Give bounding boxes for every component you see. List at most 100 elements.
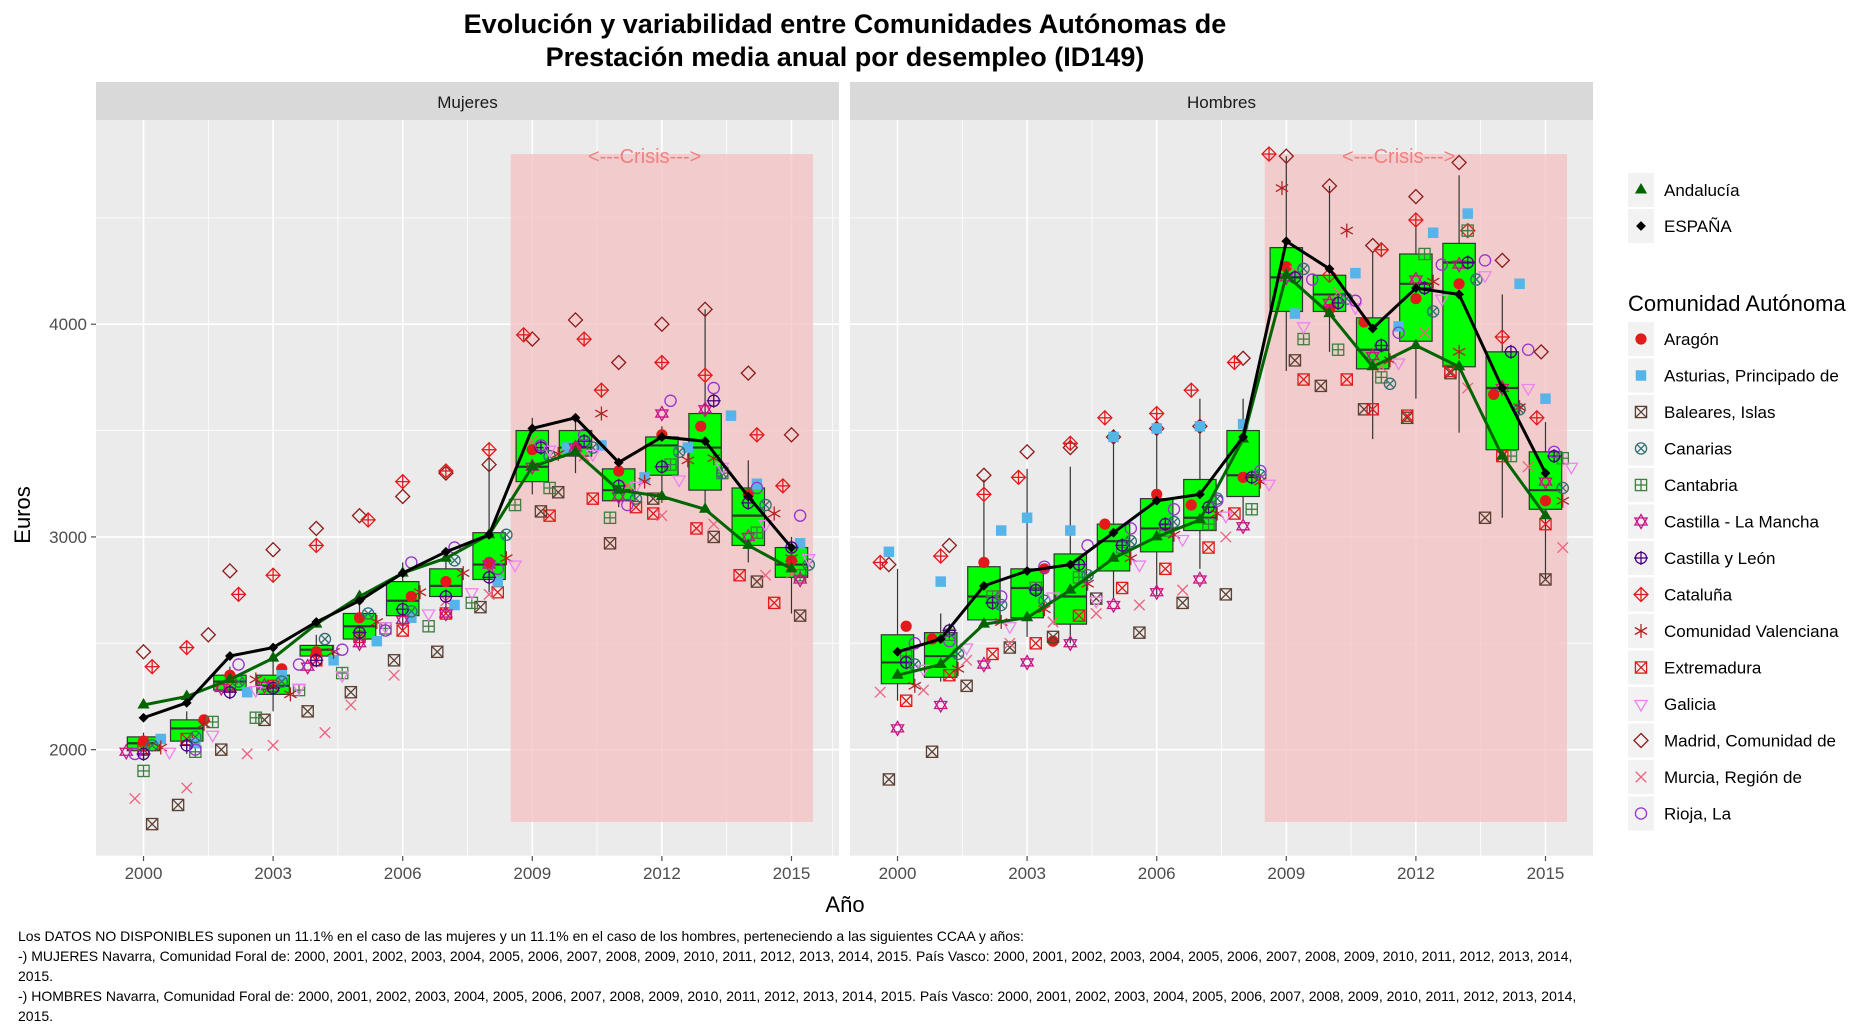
point-square-x — [960, 679, 973, 693]
point-x — [388, 669, 400, 681]
point-x — [917, 684, 930, 696]
point-square-x — [1003, 641, 1017, 654]
legend-key-diamond-plus — [1633, 586, 1649, 603]
point-x — [759, 569, 772, 581]
point-triangle-down — [1089, 596, 1104, 610]
point-circle — [1392, 326, 1405, 339]
point-square-x — [1159, 562, 1172, 576]
legend-label: Castilla y León — [1664, 549, 1776, 568]
point-square — [935, 576, 946, 587]
andalucia-point — [742, 538, 755, 549]
point-circle-x — [189, 730, 202, 744]
point-square — [190, 738, 201, 749]
point-square-x — [1176, 596, 1189, 610]
point-square-x — [543, 509, 556, 522]
point-circle — [695, 420, 707, 432]
point-diamond — [1533, 343, 1550, 360]
point-circle-plus — [1547, 449, 1562, 464]
point-diamond-plus — [1062, 435, 1079, 452]
point-square — [1350, 267, 1361, 279]
espana-point — [979, 580, 989, 591]
point-star-david — [352, 634, 367, 652]
espana-point — [700, 436, 710, 447]
point-square — [492, 576, 503, 587]
espana-point — [935, 634, 946, 644]
point-square — [1514, 278, 1525, 290]
legend-label: Castilla - La Mancha — [1664, 513, 1820, 532]
point-diamond — [975, 467, 992, 484]
footnote: Los DATOS NO DISPONIBLES suponen un 11.1… — [18, 926, 1578, 1026]
point-x — [181, 782, 193, 794]
point-diamond-plus — [872, 554, 889, 571]
legend-key-circle — [1635, 333, 1647, 345]
x-tick-label: 2015 — [1527, 864, 1565, 883]
point-diamond-plus — [1528, 409, 1545, 426]
point-asterisk — [1037, 602, 1051, 617]
point-triangle-down — [162, 747, 177, 761]
point-star-david — [1106, 596, 1121, 614]
point-square — [561, 442, 573, 453]
point-diamond-plus — [394, 473, 411, 490]
point-square-x — [1539, 573, 1552, 586]
point-circle — [900, 620, 912, 632]
espana-point — [1410, 283, 1421, 293]
espana-line — [897, 238, 1547, 654]
point-circle — [353, 612, 366, 624]
point-square — [995, 525, 1007, 536]
legend-label: Cantabria — [1664, 476, 1738, 495]
point-square — [1462, 208, 1473, 219]
point-circle — [440, 575, 452, 588]
legend-key-bg — [1628, 796, 1654, 831]
point-asterisk — [1275, 181, 1289, 196]
point-square-x — [707, 530, 720, 544]
point-circle-x — [318, 632, 332, 646]
point-diamond — [697, 301, 714, 318]
point-diamond-plus — [975, 486, 992, 503]
point-triangle-down — [1520, 383, 1536, 397]
point-asterisk — [1513, 400, 1526, 415]
point-circle-x — [1167, 515, 1181, 529]
legend-key-square-x — [1634, 661, 1648, 674]
point-square-x — [1133, 626, 1146, 639]
legend-key-square-x — [1634, 405, 1648, 419]
chart-figure: Evolución y variabilidad entre Comunidad… — [10, 9, 1846, 917]
panel-strip — [850, 82, 1593, 120]
panel-strip — [96, 82, 839, 120]
point-asterisk — [1556, 493, 1570, 508]
point-circle — [491, 562, 504, 576]
y-tick-label: 2000 — [49, 741, 87, 760]
point-circle — [978, 556, 990, 569]
plot-panels: Mujeres <---Crisis---> 2000 2003 2006 2009 201… — [49, 82, 1593, 883]
point-circle — [1488, 388, 1500, 401]
chart-title-line-2: Prestación media anual por desempleo (ID… — [546, 42, 1145, 72]
point-square-x — [1219, 588, 1233, 601]
point-square — [1194, 421, 1206, 432]
legend-label: Galicia — [1664, 695, 1717, 714]
point-circle — [232, 658, 245, 671]
point-x — [656, 509, 668, 522]
point-asterisk — [327, 644, 341, 659]
point-circle — [1410, 293, 1422, 305]
point-square — [751, 478, 763, 489]
point-square — [241, 686, 253, 698]
point-diamond-plus — [653, 354, 670, 371]
espana-point — [268, 642, 279, 653]
point-square — [371, 635, 383, 647]
x-tick-label: 2012 — [1397, 864, 1435, 883]
point-diamond-plus — [697, 367, 714, 384]
point-square-x — [899, 694, 913, 707]
point-diamond-plus — [308, 537, 325, 554]
point-triangle-down — [335, 671, 350, 684]
point-x — [1522, 461, 1534, 473]
point-asterisk — [413, 585, 427, 600]
legend-label: Murcia, Región de — [1664, 768, 1802, 787]
point-square-x — [387, 654, 401, 667]
point-asterisk — [1340, 223, 1354, 238]
espana-point — [1151, 495, 1162, 506]
point-square-x — [145, 817, 159, 831]
espana-point — [1367, 323, 1378, 334]
andalucia-point — [655, 489, 668, 501]
point-diamond — [610, 354, 627, 371]
point-x — [1418, 327, 1431, 339]
point-triangle-down — [801, 554, 816, 567]
